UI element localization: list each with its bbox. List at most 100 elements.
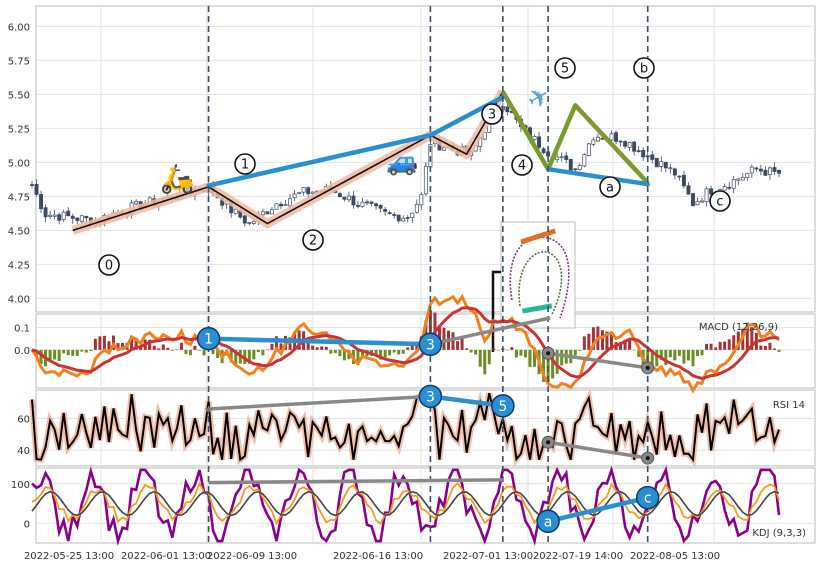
macd-histogram-bar bbox=[152, 345, 156, 350]
macd-histogram-bar bbox=[650, 349, 654, 367]
candle-body bbox=[591, 139, 596, 145]
candle-body bbox=[559, 156, 564, 159]
candle-body bbox=[351, 195, 356, 206]
y-tick-label: 40 bbox=[17, 446, 30, 457]
candle-body bbox=[419, 194, 424, 206]
macd-histogram-bar bbox=[320, 346, 324, 350]
wave-label-3: 3 bbox=[488, 108, 496, 123]
macd-histogram-bar bbox=[718, 341, 722, 350]
y-tick-label: 5.25 bbox=[8, 124, 30, 135]
x-tick-label: 2022-06-09 13:00 bbox=[207, 551, 297, 562]
x-tick-label: 2022-07-19 14:00 bbox=[533, 551, 623, 562]
macd-histogram-bar bbox=[487, 349, 491, 365]
candle-body bbox=[401, 217, 406, 222]
y-tick-label: 4.75 bbox=[8, 192, 30, 203]
macd-histogram-bar bbox=[632, 349, 636, 351]
kdj-divergence-line bbox=[547, 495, 649, 524]
macd-histogram-bar bbox=[256, 349, 260, 353]
wave-label-circle bbox=[633, 57, 655, 79]
candle-body bbox=[568, 158, 573, 171]
candle-body bbox=[663, 161, 668, 169]
macd-histogram-bar bbox=[514, 349, 518, 358]
x-tick-label: 2022-07-01 13:00 bbox=[443, 551, 533, 562]
candle-body bbox=[265, 211, 270, 215]
candle-body bbox=[505, 106, 510, 113]
rsi-pivot-dot-core bbox=[645, 456, 650, 461]
macd-divergence-label: 1 bbox=[204, 332, 213, 348]
candle-body bbox=[573, 168, 578, 171]
kdj-d-line bbox=[31, 490, 780, 517]
y-tick-label: 6.00 bbox=[8, 22, 30, 33]
candle-body bbox=[61, 211, 66, 220]
candle-body bbox=[650, 154, 655, 160]
macd-histogram-bar bbox=[659, 349, 663, 360]
candle-body bbox=[30, 184, 34, 186]
candle-body bbox=[374, 203, 379, 207]
candle-body bbox=[609, 133, 614, 141]
candle-body bbox=[274, 203, 279, 210]
macd-histogram-bar bbox=[736, 331, 740, 350]
macd-histogram-bar bbox=[89, 349, 93, 351]
macd-histogram-bar bbox=[338, 349, 342, 357]
candle-body bbox=[546, 151, 551, 157]
candle-body bbox=[627, 142, 632, 148]
macd-histogram-bar bbox=[216, 349, 220, 359]
annotations-overlay: 0 1 2 3 4 5 a b c 1 3 ★ 3 5 a c bbox=[98, 57, 731, 534]
candle-body bbox=[66, 210, 71, 217]
macd-histogram-bar bbox=[655, 349, 659, 367]
macd-bear-divergence-line bbox=[547, 351, 648, 370]
candle-body bbox=[618, 140, 623, 143]
macd-histogram-bar bbox=[705, 343, 709, 350]
candle-body bbox=[758, 168, 763, 172]
macd-histogram-bar bbox=[374, 349, 378, 357]
candle-body bbox=[247, 222, 252, 224]
kdj-divergence-marker bbox=[635, 485, 660, 510]
macd-histogram-bar bbox=[93, 338, 97, 350]
candle-body bbox=[772, 167, 777, 172]
macd-histogram-bar bbox=[460, 337, 464, 350]
macd-histogram-bar bbox=[573, 349, 577, 356]
kdj-label: KDJ (9,3,3) bbox=[752, 528, 806, 539]
macd-histogram-bar bbox=[768, 342, 772, 350]
macd-histogram-bar bbox=[80, 349, 84, 352]
macd-signal-line bbox=[31, 306, 780, 381]
y-tick-label: 5.75 bbox=[8, 56, 30, 67]
candle-body bbox=[731, 179, 736, 189]
candle-body bbox=[555, 156, 560, 160]
macd-histogram-bar bbox=[528, 349, 532, 367]
x-tick-label: 2022-06-01 13:00 bbox=[121, 551, 211, 562]
macd-histogram-bar bbox=[333, 349, 337, 354]
macd-histogram-bar bbox=[551, 349, 555, 379]
wave-label-5: 5 bbox=[561, 62, 569, 77]
macd-histogram-bar bbox=[410, 343, 414, 350]
candle-body bbox=[279, 203, 283, 207]
macd-divergence-tail bbox=[430, 316, 551, 346]
macd-histogram-bar bbox=[763, 345, 767, 350]
corrective-wave-line bbox=[500, 90, 650, 185]
macd-histogram-bar bbox=[442, 327, 446, 350]
candle-body bbox=[405, 217, 410, 219]
rsi-panel: RSI 14 bbox=[29, 388, 805, 468]
macd-histogram-bar bbox=[696, 349, 700, 357]
macd-histogram-bar bbox=[591, 327, 595, 350]
rsi-divergence-marker bbox=[418, 384, 443, 409]
wave-label-circle bbox=[481, 103, 503, 125]
candle-body bbox=[722, 186, 727, 191]
macd-histogram-bar bbox=[483, 349, 487, 375]
x-tick-label: 2022-05-25 13:00 bbox=[24, 551, 114, 562]
candle-body bbox=[84, 215, 89, 219]
candle-body bbox=[709, 188, 714, 195]
candle-body bbox=[754, 167, 759, 170]
candle-body bbox=[356, 204, 360, 207]
wave-label-circle bbox=[302, 229, 324, 251]
wave-label-circle bbox=[554, 57, 576, 79]
macd-histogram-bar bbox=[102, 335, 106, 350]
candle-body bbox=[632, 141, 637, 152]
rsi-divergence-marker bbox=[491, 394, 515, 418]
candle-body bbox=[48, 214, 53, 217]
rsi-divergence-label: 3 bbox=[426, 389, 435, 405]
macd-histogram-bar bbox=[623, 339, 627, 350]
candle-body bbox=[727, 187, 732, 189]
macd-histogram-bar bbox=[39, 349, 43, 364]
car-icon: 🚙 bbox=[386, 147, 418, 177]
